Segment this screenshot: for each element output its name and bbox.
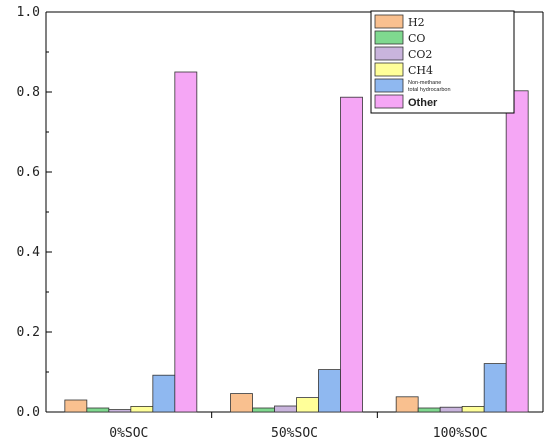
y-tick-label: 0.0 [17,405,40,420]
bar [230,393,253,413]
legend-swatch [374,78,404,93]
bar [439,406,463,413]
legend-swatch [374,62,404,77]
bar [152,374,176,413]
x-tick-label: 100%SOC [433,426,488,441]
y-tick-label: 0.6 [17,165,40,180]
bar [296,397,319,413]
legend-label: H2 [408,16,425,29]
legend-label: CO [408,32,425,45]
x-tick-label: 0%SOC [109,426,148,441]
legend-label: total hydrocarbon [408,87,451,93]
bar [252,407,275,413]
bar [395,396,419,413]
bar [64,399,88,413]
legend-label: CO2 [408,48,432,61]
legend-label: Non-methane [408,80,441,86]
x-tick-label: 50%SOC [271,426,318,441]
legend-swatch [374,94,404,109]
bar [318,369,341,413]
bar [461,405,485,413]
legend-swatch [374,30,404,45]
bar [174,71,198,413]
legend-swatch [374,46,404,61]
legend-swatch [374,14,404,29]
bar [108,409,132,413]
bar [130,405,154,413]
bar [86,407,110,413]
legend-label: Other [408,97,438,109]
bar [274,405,297,413]
bars [64,71,529,413]
axes: 0.0 0.2 0.4 0.6 0.8 1.0 0%SOC 50%SOC 100%SOC [17,5,544,441]
bar [483,363,507,413]
y-tick-label: 0.2 [17,325,40,340]
y-tick-label: 1.0 [17,5,40,20]
bar [505,90,529,413]
y-tick-label: 0.8 [17,85,40,100]
legend-label: CH4 [408,64,433,77]
bar [417,407,441,413]
y-tick-label: 0.4 [17,245,41,260]
bar [340,96,363,413]
